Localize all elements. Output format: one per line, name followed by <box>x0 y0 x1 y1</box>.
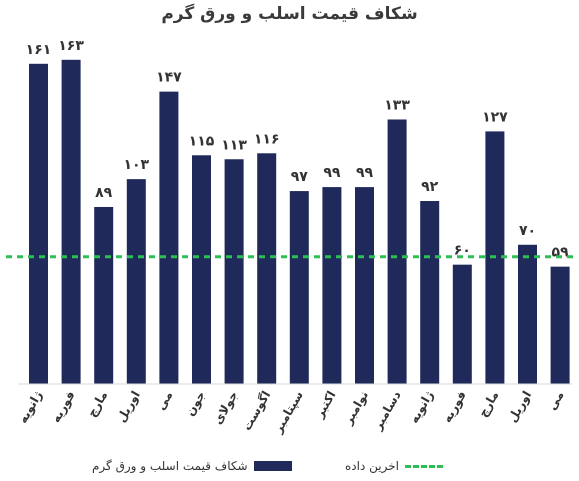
x-tick-label-0: ژانویه <box>16 388 46 426</box>
data-label-4: ۱۴۷ <box>156 70 182 86</box>
x-tick-label-5: جون <box>183 389 209 419</box>
bar-11 <box>387 119 407 384</box>
bar-13 <box>452 264 472 384</box>
data-label-15: ۷۰ <box>519 223 536 239</box>
x-tick-label-6: جولای <box>211 389 242 428</box>
data-label-3: ۱۰۳ <box>123 157 149 173</box>
legend-reference-label: اخرین داده <box>345 459 399 473</box>
x-tick-label-10: نوامبر <box>341 389 372 428</box>
x-tick-label-14: مارچ <box>476 389 502 420</box>
bar-16 <box>550 266 570 384</box>
legend-series-label: شکاف قیمت اسلب و ورق گرم <box>92 459 248 473</box>
data-label-12: ۹۲ <box>421 179 439 195</box>
data-label-7: ۱۱۶ <box>254 131 280 147</box>
chart-title: شکاف قیمت اسلب و ورق گرم <box>161 4 418 24</box>
bar-15 <box>518 244 537 384</box>
bar-6 <box>224 159 244 384</box>
bar-10 <box>355 187 374 384</box>
bar-3 <box>126 179 146 384</box>
x-tick-label-4: می <box>154 389 176 413</box>
data-label-5: ۱۱۵ <box>189 133 215 149</box>
data-label-16: ۵۹ <box>552 245 570 261</box>
data-label-11: ۱۳۳ <box>384 97 410 113</box>
data-label-14: ۱۲۷ <box>482 109 508 125</box>
bar-12 <box>420 201 440 384</box>
bar-0 <box>29 63 48 385</box>
x-tick-label-13: فوریه <box>440 389 470 426</box>
x-tick-label-3: اوریل <box>114 389 144 426</box>
x-tick-label-2: مارچ <box>84 389 110 420</box>
data-label-10: ۹۹ <box>356 165 374 181</box>
x-tick-label-7: اگوست <box>240 389 275 434</box>
data-label-2: ۸۹ <box>95 185 113 201</box>
bar-2 <box>94 206 114 384</box>
legend-bar-swatch <box>253 461 292 471</box>
bar-5 <box>192 155 211 384</box>
legend-reference: اخرین داده <box>345 459 443 473</box>
data-label-1: ۱۶۳ <box>58 38 84 54</box>
x-tick-label-11: دسامبر <box>370 389 404 433</box>
bar-1 <box>61 59 81 385</box>
x-tick-label-12: ژانویه <box>407 388 437 426</box>
bar-8 <box>289 191 309 384</box>
data-labels-layer: ۱۶۱ ۱۶۳ ۸۹ ۱۰۳ ۱۴۷ ۱۱۵ ۱۱۳ ۱۱۶ ۹۷ ۹۹ ۹۹ ۱۳۳ ۹۲ ۶۰ ۱۲۷ ۷… <box>26 38 569 261</box>
x-tick-label-8: سپتامبر <box>270 389 306 437</box>
x-tick-label-1: فوریه <box>49 389 79 426</box>
bar-4 <box>159 91 179 384</box>
bar-9 <box>322 187 342 384</box>
legend-dash-swatch <box>404 464 443 468</box>
x-tick-label-16: می <box>545 389 567 413</box>
data-label-0: ۱۶۱ <box>26 42 52 58</box>
data-label-8: ۹۷ <box>291 169 309 185</box>
data-label-6: ۱۱۳ <box>221 137 247 153</box>
data-label-13: ۶۰ <box>454 243 471 259</box>
x-tick-label-9: اکتبر <box>312 389 339 421</box>
data-label-9: ۹۹ <box>323 165 341 181</box>
x-tick-label-15: اوریل <box>505 389 535 426</box>
bar-7 <box>257 153 277 384</box>
x-tick-labels-layer: ژانویه فوریه مارچ اوریل می جون جولایاگوستسپتام… <box>16 388 567 436</box>
legend-series: شکاف قیمت اسلب و ورق گرم <box>92 459 292 473</box>
bars-layer <box>29 59 570 385</box>
